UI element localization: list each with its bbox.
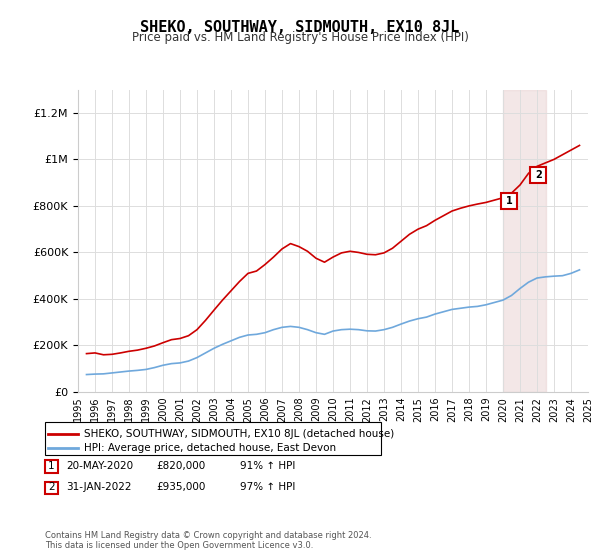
Text: 1: 1 xyxy=(506,196,513,206)
Text: 31-JAN-2022: 31-JAN-2022 xyxy=(66,482,131,492)
Text: SHEKO, SOUTHWAY, SIDMOUTH, EX10 8JL (detached house): SHEKO, SOUTHWAY, SIDMOUTH, EX10 8JL (det… xyxy=(84,429,394,439)
Text: 2: 2 xyxy=(535,170,542,180)
Text: 91% ↑ HPI: 91% ↑ HPI xyxy=(240,461,295,471)
Text: 97% ↑ HPI: 97% ↑ HPI xyxy=(240,482,295,492)
Bar xyxy=(503,90,545,392)
Text: 2: 2 xyxy=(48,482,55,492)
Text: 20-MAY-2020: 20-MAY-2020 xyxy=(66,461,133,471)
Text: 1: 1 xyxy=(48,461,55,471)
Text: SHEKO, SOUTHWAY, SIDMOUTH, EX10 8JL: SHEKO, SOUTHWAY, SIDMOUTH, EX10 8JL xyxy=(140,20,460,35)
Text: HPI: Average price, detached house, East Devon: HPI: Average price, detached house, East… xyxy=(84,443,336,453)
Text: Price paid vs. HM Land Registry's House Price Index (HPI): Price paid vs. HM Land Registry's House … xyxy=(131,31,469,44)
Text: £820,000: £820,000 xyxy=(156,461,205,471)
Text: £935,000: £935,000 xyxy=(156,482,205,492)
Text: Contains HM Land Registry data © Crown copyright and database right 2024.
This d: Contains HM Land Registry data © Crown c… xyxy=(45,530,371,550)
